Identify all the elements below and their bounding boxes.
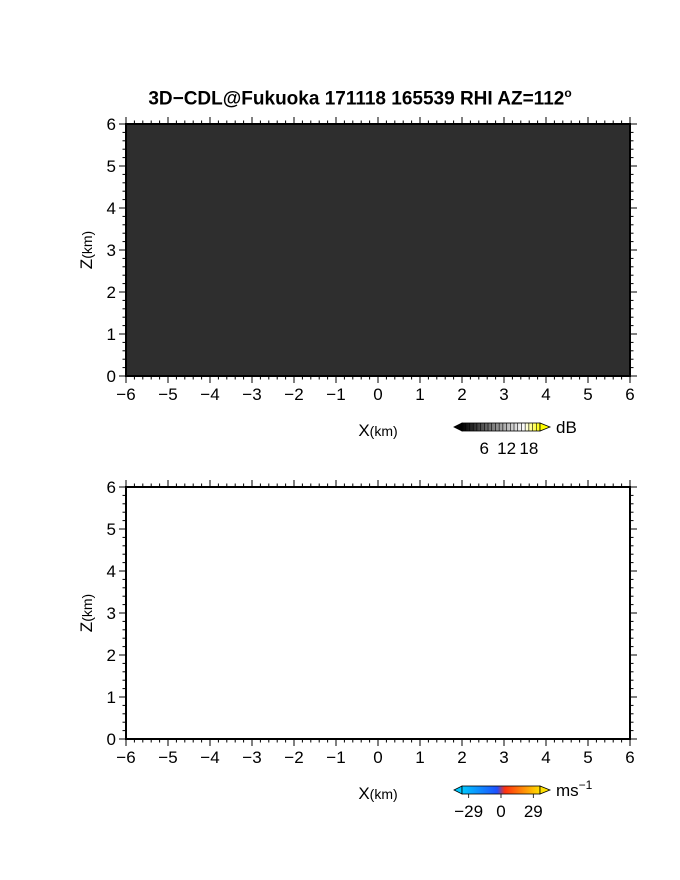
figure-title: 3D−CDL@Fukuoka 171118 165539 RHI AZ=112o [0, 86, 680, 110]
title-degree: o [564, 86, 572, 100]
title-text: 3D−CDL@Fukuoka 171118 165539 RHI AZ=112 [148, 88, 565, 110]
